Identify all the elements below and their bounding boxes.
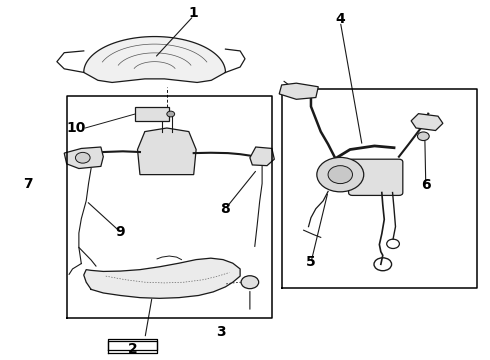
Polygon shape — [84, 258, 240, 298]
Text: 3: 3 — [216, 325, 225, 339]
FancyBboxPatch shape — [135, 107, 169, 121]
Circle shape — [75, 152, 90, 163]
Text: 2: 2 — [128, 342, 138, 356]
Text: 10: 10 — [67, 121, 86, 135]
Circle shape — [417, 132, 429, 140]
Polygon shape — [279, 83, 318, 99]
Text: 4: 4 — [335, 12, 345, 26]
FancyBboxPatch shape — [348, 159, 403, 195]
Polygon shape — [411, 114, 443, 131]
Circle shape — [241, 276, 259, 289]
Text: 9: 9 — [116, 225, 125, 239]
Polygon shape — [64, 147, 103, 168]
Circle shape — [167, 111, 174, 117]
Polygon shape — [250, 147, 274, 166]
Polygon shape — [84, 37, 225, 82]
Text: 1: 1 — [189, 6, 198, 20]
Text: 6: 6 — [421, 178, 431, 192]
Polygon shape — [138, 128, 196, 175]
Circle shape — [328, 166, 352, 184]
Text: 7: 7 — [23, 177, 32, 190]
Text: 8: 8 — [220, 202, 230, 216]
Text: 5: 5 — [306, 256, 316, 270]
Circle shape — [317, 157, 364, 192]
